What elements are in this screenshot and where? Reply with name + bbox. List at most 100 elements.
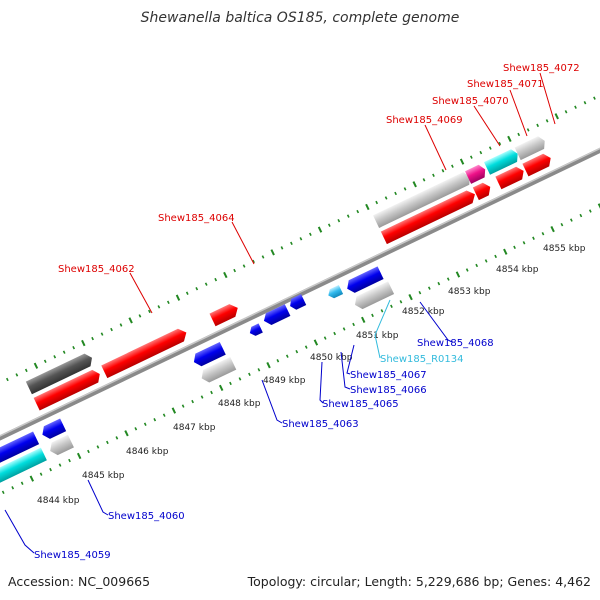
gene-feature-shew185-4070[interactable] (472, 181, 493, 201)
lower-minor-tick (579, 213, 583, 218)
upper-minor-tick (15, 373, 19, 377)
gene-feature-shew185-r0134[interactable] (326, 284, 344, 300)
lower-minor-tick (1, 490, 5, 495)
gene-feature-fwd-a[interactable] (101, 326, 189, 379)
gene-feature-shew185-4068[interactable] (352, 281, 395, 311)
gene-feature-shew185-4071[interactable] (495, 165, 526, 190)
upper-minor-tick (545, 119, 549, 123)
upper-minor-tick (242, 264, 246, 268)
lower-major-tick (455, 271, 461, 278)
upper-minor-tick (5, 377, 9, 382)
upper-minor-tick (72, 345, 76, 350)
genome-track (0, 96, 600, 495)
upper-minor-tick (564, 110, 568, 114)
lower-major-tick (361, 316, 366, 323)
upper-major-tick (128, 317, 133, 324)
lower-minor-tick (494, 254, 497, 259)
upper-minor-tick (337, 218, 341, 223)
lower-minor-tick (465, 268, 469, 272)
upper-minor-tick (100, 332, 104, 336)
gene-feature-shew185-4062[interactable] (33, 368, 103, 411)
lower-minor-tick (380, 309, 384, 313)
lower-minor-tick (342, 327, 346, 331)
gene-feature-shew185-4063-blue[interactable] (191, 342, 226, 368)
leader-line-4065 (319, 361, 324, 404)
lower-minor-tick (39, 472, 43, 476)
upper-minor-tick (157, 305, 161, 309)
gene-label-shew185-4062[interactable]: Shew185_4062 (58, 264, 135, 275)
upper-minor-tick (24, 368, 28, 373)
accession-text: Accession: NC_009665 (8, 574, 150, 589)
gene-label-shew185-4069[interactable]: Shew185_4069 (386, 115, 463, 126)
upper-minor-tick (394, 191, 397, 196)
lower-minor-tick (532, 236, 535, 240)
gene-feature-shew185-4064[interactable] (209, 302, 240, 327)
lower-minor-tick (570, 218, 573, 222)
gene-feature-shew185-4059[interactable] (0, 447, 47, 493)
gene-feature-shew185-4069-gray[interactable] (373, 170, 473, 228)
gene-feature-shew185-4072-gray[interactable] (514, 135, 548, 161)
gene-label-shew185-4064[interactable]: Shew185_4064 (158, 213, 235, 224)
gene-feature-shew185-4071-cyan[interactable] (483, 147, 521, 175)
leader-line-4060 (87, 479, 109, 516)
gene-feature-shew185-4059-blue[interactable] (0, 431, 40, 476)
gene-label-shew185-4063[interactable]: Shew185_4063 (282, 419, 359, 430)
upper-minor-tick (403, 187, 407, 191)
gene-label-shew185-4068[interactable]: Shew185_4068 (417, 338, 494, 349)
lower-major-tick (550, 225, 555, 233)
lower-minor-tick (96, 445, 100, 449)
gene-label-shew185-4071[interactable]: Shew185_4071 (467, 79, 544, 90)
upper-major-tick (412, 181, 417, 188)
gene-feature-shew185-4063[interactable] (199, 356, 237, 385)
genome-backbone (0, 125, 600, 459)
upper-minor-tick (356, 209, 360, 214)
gene-label-shew185-4070[interactable]: Shew185_4070 (432, 96, 509, 107)
upper-major-tick (33, 362, 39, 369)
lower-major-tick (313, 339, 319, 346)
gene-feature-shew185-4072[interactable] (522, 152, 553, 177)
lower-minor-tick (399, 300, 403, 304)
gene-feature-shew185-4070-pink[interactable] (465, 163, 488, 184)
leader-line-4063 (261, 379, 283, 424)
upper-minor-tick (204, 282, 208, 286)
gene-label-shew185-4060[interactable]: Shew185_4060 (108, 511, 185, 522)
lower-minor-tick (191, 399, 194, 404)
gene-feature-shew185-4062-gray[interactable] (25, 351, 95, 395)
upper-minor-tick (498, 141, 502, 146)
gene-label-shew185-r0134[interactable]: Shew185_R0134 (380, 354, 464, 365)
gene-label-shew185-4059[interactable]: Shew185_4059 (34, 550, 111, 561)
lower-minor-tick (229, 381, 232, 386)
gene-feature-shew185-4066[interactable] (261, 304, 291, 327)
gene-label-shew185-4065[interactable]: Shew185_4065 (322, 399, 399, 410)
scale-label-4854: 4854 kbp (496, 265, 539, 275)
gene-feature-shew185-4069[interactable] (380, 188, 478, 245)
upper-minor-tick (583, 100, 587, 105)
upper-minor-tick (252, 259, 255, 264)
upper-minor-tick (432, 173, 435, 177)
lower-minor-tick (238, 377, 242, 381)
gene-feature-shew185-4060[interactable] (47, 434, 74, 458)
lower-minor-tick (257, 368, 261, 372)
gene-feature-shew185-4060-blue[interactable] (39, 418, 67, 441)
lower-minor-tick (295, 349, 299, 354)
gene-feature-shew185-4068-blue[interactable] (344, 266, 384, 295)
gene-feature-shew185-4067[interactable] (288, 294, 307, 311)
gene-label-shew185-4067[interactable]: Shew185_4067 (350, 370, 427, 381)
gene-feature-shew185-4065[interactable] (248, 323, 263, 337)
leader-line-4064 (231, 221, 255, 265)
lower-minor-tick (106, 440, 109, 445)
upper-minor-tick (290, 241, 293, 246)
gene-label-shew185-4066[interactable]: Shew185_4066 (350, 385, 427, 396)
upper-minor-tick (91, 336, 94, 341)
upper-major-tick (317, 226, 323, 233)
upper-major-tick (175, 294, 181, 301)
lower-minor-tick (276, 359, 280, 363)
scale-label-4846: 4846 kbp (126, 447, 169, 457)
lower-minor-tick (588, 209, 592, 213)
upper-minor-tick (195, 287, 199, 291)
upper-minor-tick (536, 123, 540, 128)
lower-minor-tick (153, 418, 157, 422)
gene-label-shew185-4072[interactable]: Shew185_4072 (503, 63, 580, 74)
